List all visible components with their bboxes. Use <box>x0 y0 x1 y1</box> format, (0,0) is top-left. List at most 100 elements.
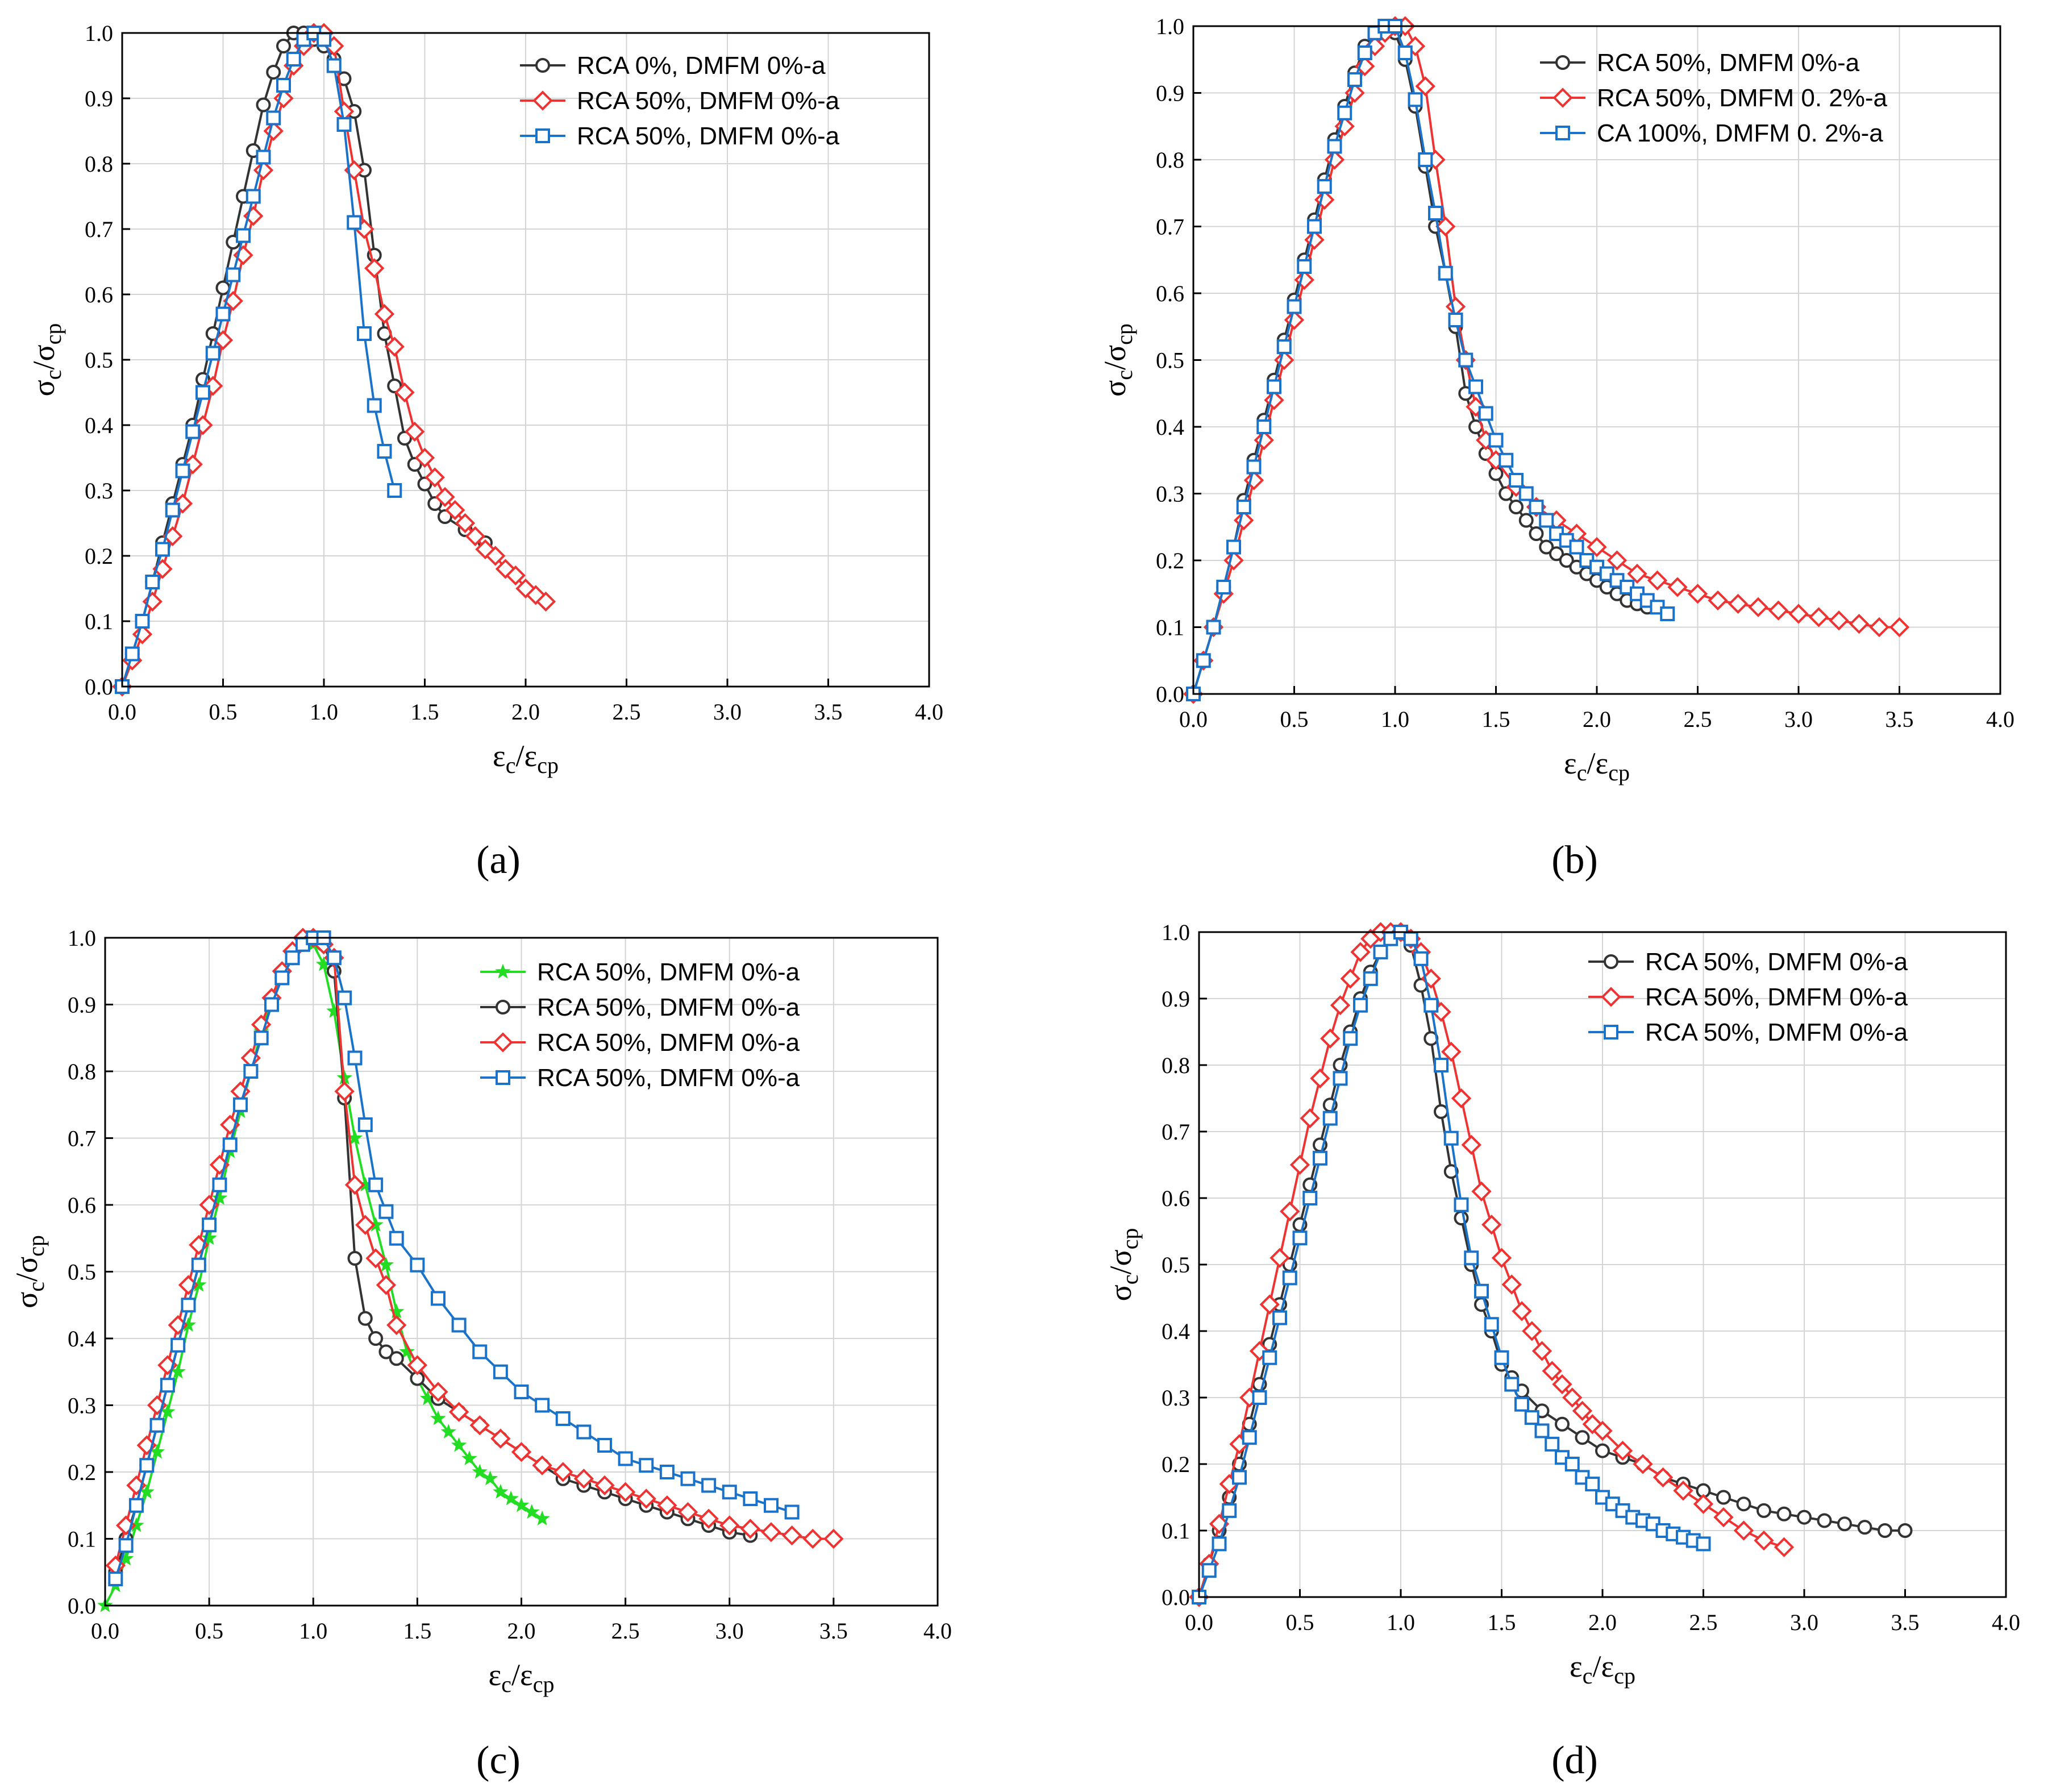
axis-title-subscript: c <box>506 752 516 778</box>
data-point <box>1353 997 1368 1013</box>
legend-marker <box>1601 987 1621 1007</box>
x-tick-label: 2.0 <box>511 699 540 725</box>
data-point <box>1509 473 1524 488</box>
y-tick-label: 0.2 <box>85 543 113 569</box>
data-point <box>532 1455 552 1475</box>
legend-entry: RCA 50%, DMFM 0. 2%-a <box>1540 84 1888 112</box>
chart-panel-a: 0.0 0.5 1.0 1.5 2.0 2.5 3.0 3.5 4.0 0.0 0.1 0.2 0.3 0… <box>27 20 943 778</box>
data-point <box>108 1571 123 1586</box>
data-point <box>740 1519 761 1539</box>
x-tick-label: 1.5 <box>1488 1610 1516 1635</box>
y-tick-label: 0.5 <box>1156 348 1184 373</box>
data-point <box>1539 513 1554 528</box>
y-tick-label: 0.5 <box>1162 1252 1190 1278</box>
data-point <box>285 950 300 966</box>
data-point <box>376 1275 397 1295</box>
data-point <box>399 1344 415 1359</box>
legend-marker <box>1604 1025 1618 1040</box>
y-tick-label: 0.2 <box>68 1460 96 1485</box>
axis-title-main: σ <box>1098 380 1132 397</box>
legend-marker <box>535 128 550 143</box>
data-point <box>1488 433 1504 448</box>
data-point <box>317 32 331 47</box>
data-point <box>1768 600 1789 621</box>
data-point <box>1289 1154 1310 1175</box>
data-point <box>1713 1507 1734 1528</box>
data-point <box>149 1417 165 1433</box>
data-point <box>514 1384 529 1399</box>
data-point <box>659 1465 675 1479</box>
data-point <box>1448 313 1463 327</box>
axis-title-subscript: cp <box>1112 323 1137 345</box>
data-point <box>414 447 435 468</box>
data-point <box>1531 1341 1552 1361</box>
y-tick-label: 1.0 <box>68 925 96 951</box>
data-point <box>202 1217 217 1233</box>
data-point <box>368 1331 384 1346</box>
data-point <box>1653 1467 1674 1488</box>
data-point <box>1300 1108 1320 1129</box>
data-point <box>1403 931 1418 946</box>
y-tick-label: 0.2 <box>1156 548 1184 573</box>
data-point <box>1222 1503 1237 1518</box>
y-tick-label: 0.1 <box>85 609 113 634</box>
y-tick-label: 0.6 <box>85 282 113 307</box>
ticks: 0.0 0.5 1.0 1.5 2.0 2.5 3.0 3.5 4.0 0.0 0.1 0.2 0.3 0… <box>1156 14 2014 732</box>
y-tick-label: 1.0 <box>1156 14 1184 39</box>
x-tick-label: 2.0 <box>507 1618 536 1644</box>
axis-title-main: /σ <box>27 344 61 369</box>
data-point <box>222 1137 238 1153</box>
data-point <box>1292 1230 1308 1246</box>
data-point <box>445 500 465 521</box>
y-tick-label: 0.4 <box>1162 1319 1190 1344</box>
axis-title-subscript: c <box>1583 1663 1593 1689</box>
data-point <box>1549 546 1564 562</box>
data-point <box>1555 1416 1570 1432</box>
data-point <box>573 1469 594 1489</box>
data-point <box>1327 139 1342 154</box>
data-point <box>1236 500 1251 514</box>
legend-entry: RCA 0%, DMFM 0%-a <box>520 52 826 80</box>
data-point <box>1443 1130 1459 1146</box>
x-tick-label: 3.5 <box>814 699 843 725</box>
data-point <box>386 1315 407 1336</box>
data-point <box>451 1317 467 1333</box>
y-tick-label: 0.3 <box>1156 481 1184 507</box>
grid <box>1198 932 2007 1598</box>
data-point <box>1350 942 1371 962</box>
data-point <box>1499 486 1514 501</box>
series-3 <box>1192 925 1711 1604</box>
y-tick-label: 0.1 <box>1156 615 1184 641</box>
legend-marker <box>535 58 550 73</box>
data-point <box>1627 563 1647 584</box>
data-point <box>764 1498 779 1513</box>
axis-title-main: /ε <box>1587 746 1609 780</box>
data-point <box>160 1378 175 1393</box>
data-point <box>1869 617 1889 638</box>
x-tick-label: 0.5 <box>1280 706 1309 732</box>
data-point <box>1471 1181 1492 1201</box>
y-tick-label: 0.9 <box>1156 81 1184 106</box>
y-tick-label: 1.0 <box>1162 920 1190 945</box>
x-tick-label: 1.0 <box>299 1618 327 1644</box>
data-point <box>448 1402 469 1422</box>
data-point <box>1660 606 1675 621</box>
data-point <box>1491 1248 1512 1268</box>
x-tick-label: 0.0 <box>1179 706 1208 732</box>
y-tick-label: 0.5 <box>68 1259 96 1285</box>
axis-title-subscript: cp <box>1608 760 1630 785</box>
data-point <box>276 78 291 93</box>
data-point <box>387 379 402 393</box>
y-tick-label: 0.0 <box>85 674 113 700</box>
data-point <box>435 487 455 508</box>
data-point <box>1716 1490 1731 1505</box>
data-point <box>128 1498 144 1513</box>
data-point <box>1592 1420 1613 1441</box>
y-tick-label: 0.3 <box>1162 1385 1190 1411</box>
y-tick-label: 0.0 <box>1156 681 1184 707</box>
data-point <box>802 1528 823 1549</box>
data-point <box>394 382 415 403</box>
data-point <box>256 149 271 165</box>
data-point <box>417 476 432 492</box>
data-point <box>347 215 362 230</box>
